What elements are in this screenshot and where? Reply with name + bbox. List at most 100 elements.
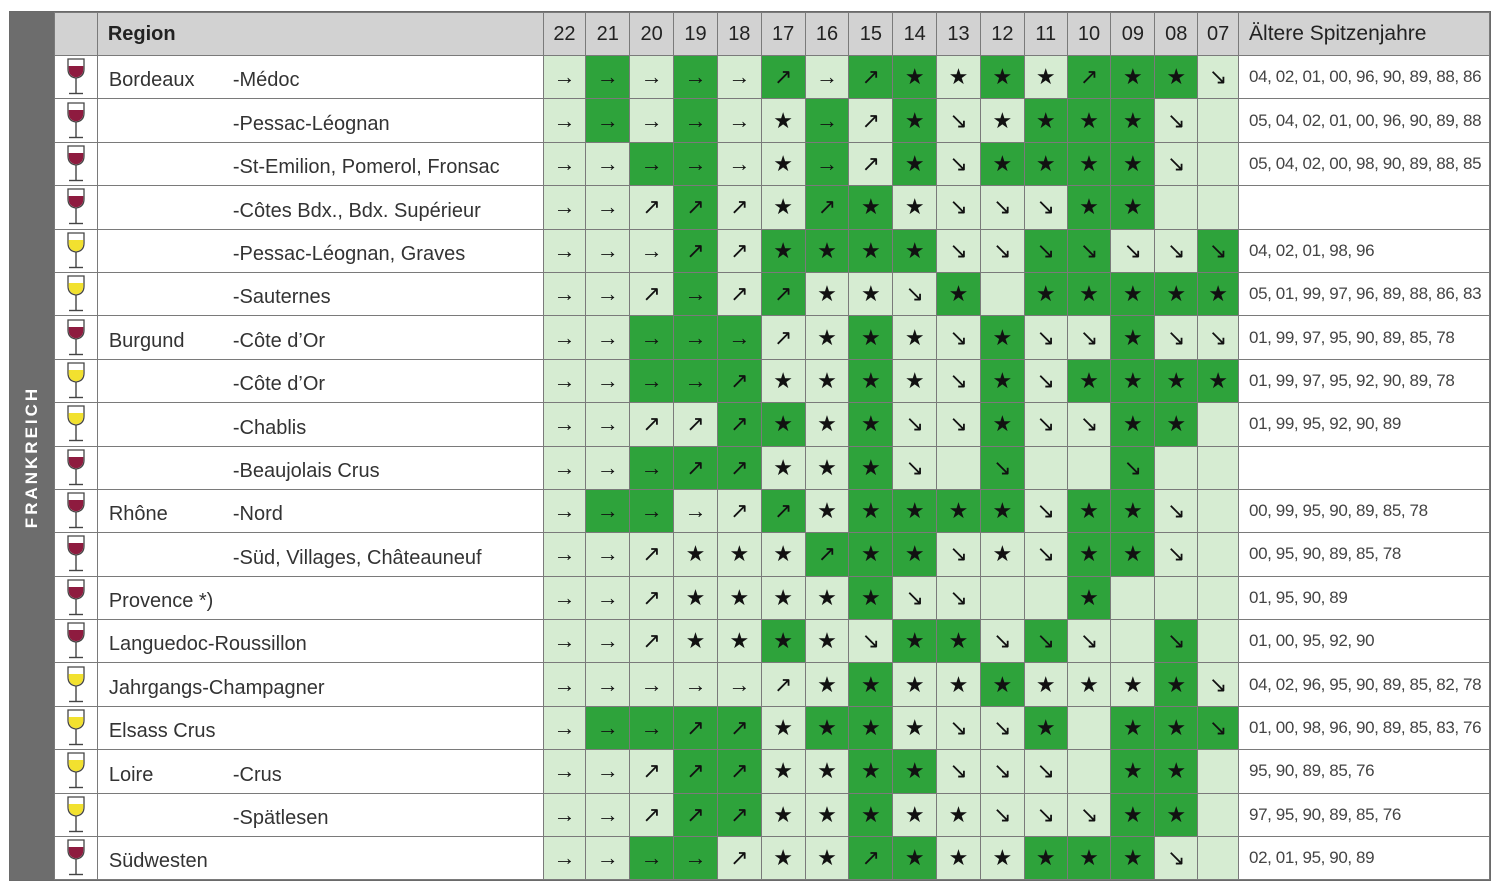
rating-cell-16: ★	[804, 749, 850, 794]
older-vintages-cell	[1238, 185, 1490, 230]
rating-cell-18: ★	[716, 532, 762, 577]
header-icon-cell	[54, 12, 98, 56]
rating-cell-16: →	[804, 54, 850, 100]
region-cell: Burgund -Côte d’Or	[96, 315, 544, 360]
rating-cell-08	[1154, 445, 1199, 490]
rating-cell-12: ↘	[979, 749, 1025, 794]
rating-cell-11	[1023, 445, 1068, 490]
wine-type-cell	[54, 836, 98, 881]
rating-cell-07: ↘	[1197, 228, 1240, 273]
rating-cell-17: ↗	[760, 54, 806, 100]
rating-cell-09: ★	[1110, 792, 1156, 838]
rating-cell-21: →	[585, 358, 631, 404]
region-cell: Südwesten	[96, 836, 544, 881]
rating-cell-09: ★	[1110, 836, 1156, 881]
rating-cell-21: →	[585, 662, 631, 707]
rating-cell-19: ↗	[673, 749, 718, 794]
older-vintages-cell: 01, 99, 95, 92, 90, 89	[1238, 402, 1490, 447]
rating-cell-11: ★	[1023, 705, 1068, 751]
rating-cell-11: ★	[1023, 54, 1068, 100]
rating-cell-15: ↗	[848, 141, 894, 187]
rating-cell-17: ★	[760, 98, 806, 143]
rating-cell-09: ★	[1110, 315, 1156, 360]
rating-cell-10: ★	[1066, 575, 1112, 621]
header-year-08: 08	[1154, 12, 1199, 56]
table-row: -Süd, Villages, Châteauneuf → → ↗ ★ ★ ★ ↗ ★ ★ ↘ ★ ↘ ★…	[54, 532, 1490, 577]
rating-cell-15: ↗	[848, 98, 894, 143]
rating-cell-19: ★	[673, 575, 718, 621]
region-cell: -Spätlesen	[96, 792, 544, 838]
table-row: Elsass Crus → → → ↗ ↗ ★ ★ ★ ★ ↘ ↘ ★ ★ ★ ↘ 01, 00, 98, 96…	[54, 705, 1490, 751]
rating-cell-13: ↘	[936, 575, 981, 621]
rating-cell-07: ↘	[1197, 54, 1240, 100]
rating-cell-11: ★	[1023, 271, 1068, 317]
rating-cell-15: ★	[848, 228, 894, 273]
rating-cell-20: ↗	[629, 185, 675, 230]
rating-cell-09	[1110, 575, 1156, 621]
subregion-name: -Pessac-Léognan	[232, 112, 390, 135]
red-wine-glass-icon	[67, 622, 85, 659]
rating-cell-22: →	[542, 358, 587, 404]
table-row: Loire -Crus → → ↗ ↗ ↗ ★ ★ ★ ★ ↘ ↘ ↘ ★ ★ 95, 90, 89, 85, …	[54, 749, 1490, 794]
rating-cell-20: ↗	[629, 402, 675, 447]
header-year-11: 11	[1023, 12, 1068, 56]
rating-cell-10: ★	[1066, 488, 1112, 534]
region-cell: -Pessac-Léognan, Graves	[96, 228, 544, 273]
rating-cell-20: →	[629, 98, 675, 143]
region-cell: -Sauternes	[96, 271, 544, 317]
table-row: -Sauternes → → ↗ → ↗ ↗ ★ ★ ↘ ★ ★ ★ ★ ★ ★ 05, 01, 99, 97,…	[54, 271, 1490, 317]
rating-cell-21: →	[585, 619, 631, 664]
rating-cell-22: →	[542, 185, 587, 230]
older-vintages-cell: 01, 99, 97, 95, 90, 89, 85, 78	[1238, 315, 1490, 360]
older-vintages-cell: 05, 04, 02, 01, 00, 96, 90, 89, 88	[1238, 98, 1490, 143]
header-year-21: 21	[585, 12, 631, 56]
rating-cell-14: ★	[892, 836, 938, 881]
white-wine-glass-icon	[67, 232, 85, 268]
rating-cell-11: ↘	[1023, 358, 1068, 404]
rating-cell-17: ★	[760, 792, 806, 838]
older-vintages-cell: 97, 95, 90, 89, 85, 76	[1238, 792, 1490, 838]
rating-cell-08: ↘	[1154, 532, 1199, 577]
older-vintages-cell: 04, 02, 01, 98, 96	[1238, 228, 1490, 273]
vintage-table: Region 22 21 20 19 18 17 16 15 14 13 12 11 10 09 08 07 Äl…	[54, 12, 1490, 881]
rating-cell-15: ★	[848, 532, 894, 577]
rating-cell-19: ↗	[673, 402, 718, 447]
table-row: Rhône -Nord → → → → ↗ ↗ ★ ★ ★ ★ ★ ↘ ★ ★ ↘ 00, 99, 95, 90,…	[54, 488, 1490, 534]
header-year-20: 20	[629, 12, 675, 56]
rating-cell-14: ↘	[892, 445, 938, 490]
rating-cell-15: ★	[848, 662, 894, 707]
rating-cell-14: ★	[892, 792, 938, 838]
table-row: -Pessac-Léognan → → → → → ★ → ↗ ★ ↘ ★ ★ ★ ★ ↘ 05, 04, 02…	[54, 98, 1490, 143]
rating-cell-19: ↗	[673, 228, 718, 273]
subregion-name: -St-Emilion, Pomerol, Fronsac	[232, 156, 500, 179]
header-year-17: 17	[760, 12, 806, 56]
rating-cell-09	[1110, 619, 1156, 664]
rating-cell-17: ★	[760, 619, 806, 664]
rating-cell-18: ↗	[716, 358, 762, 404]
rating-cell-10: ↘	[1066, 792, 1112, 838]
rating-cell-07: ↘	[1197, 315, 1240, 360]
subregion-name: -Côte d’Or	[232, 373, 326, 396]
rating-cell-21: →	[585, 836, 631, 881]
rating-cell-10: ★	[1066, 185, 1112, 230]
header-year-10: 10	[1066, 12, 1112, 56]
rating-cell-07	[1197, 488, 1240, 534]
rating-cell-16: ↗	[804, 185, 850, 230]
red-wine-glass-icon	[67, 145, 85, 182]
rating-cell-16: ★	[804, 662, 850, 707]
rating-cell-09: ★	[1110, 185, 1156, 230]
rating-cell-15: ↗	[848, 836, 894, 881]
rating-cell-22: →	[542, 836, 587, 881]
rating-cell-22: →	[542, 402, 587, 447]
rating-cell-18: ★	[716, 619, 762, 664]
rating-cell-16: →	[804, 141, 850, 187]
rating-cell-11: ↘	[1023, 402, 1068, 447]
rating-cell-18: ↗	[716, 705, 762, 751]
header-row: Region 22 21 20 19 18 17 16 15 14 13 12 11 10 09 08 07 Äl…	[54, 12, 1490, 56]
rating-cell-15: ★	[848, 358, 894, 404]
rating-cell-13: ↘	[936, 141, 981, 187]
rating-cell-07	[1197, 445, 1240, 490]
rating-cell-16: ★	[804, 271, 850, 317]
rating-cell-13: ★	[936, 271, 981, 317]
rating-cell-18: →	[716, 315, 762, 360]
